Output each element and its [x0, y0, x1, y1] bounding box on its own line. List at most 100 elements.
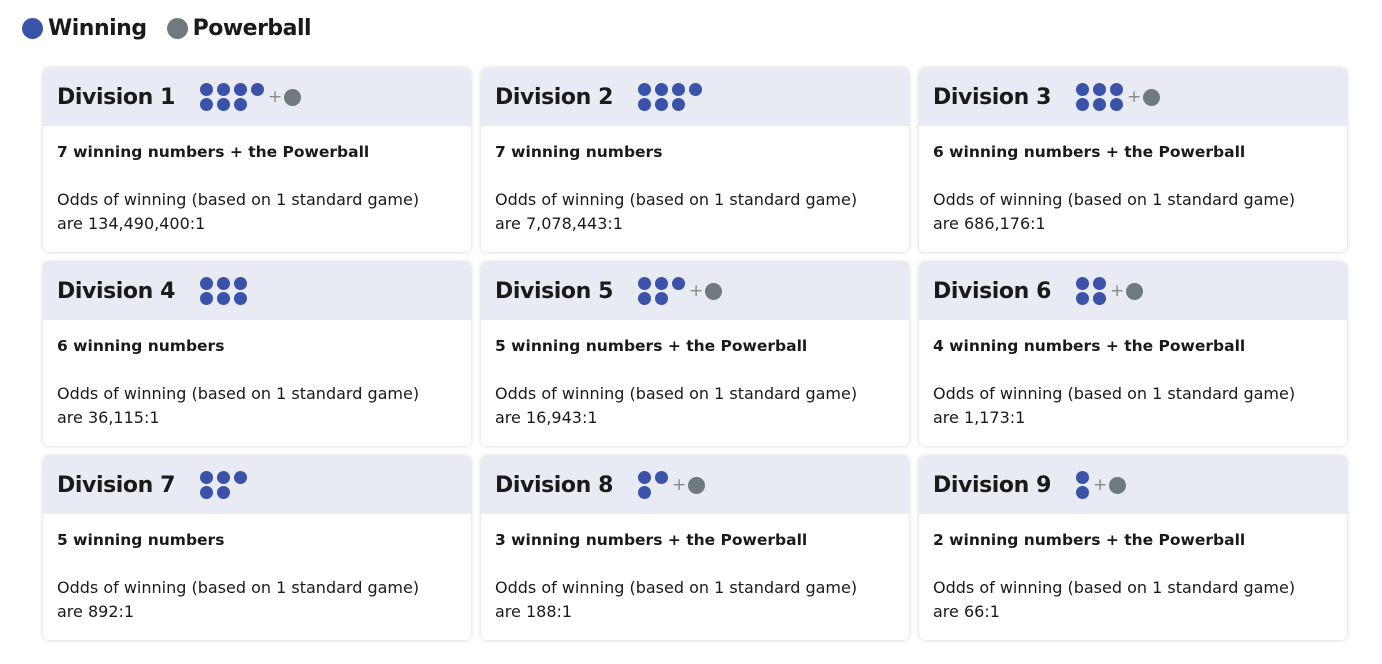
card-body: 7 winning numbers Odds of winning (based …: [481, 126, 909, 236]
ball-group: [200, 277, 247, 305]
plus-sign: +: [268, 87, 283, 107]
winning-ball: [1076, 98, 1089, 111]
winning-ball: [1076, 292, 1089, 305]
winning-ball: [1093, 292, 1106, 305]
winning-ball: [200, 486, 213, 499]
winning-ball: [217, 98, 230, 111]
card-body: 7 winning numbers + the Powerball Odds of…: [43, 126, 471, 236]
winning-ball: [200, 471, 213, 484]
odds-value: are 66:1: [933, 602, 1000, 621]
division-card: Division 5 +5 winning numbers + the Power…: [481, 262, 909, 446]
plus-sign: +: [672, 475, 687, 495]
odds-value: are 188:1: [495, 602, 573, 621]
winning-ball: [1093, 83, 1106, 96]
division-card: Division 8 +3 winning numbers + the Power…: [481, 456, 909, 640]
winning-ball: [234, 98, 247, 111]
division-title: Division 8: [495, 472, 614, 498]
description: 2 winning numbers + the Powerball: [933, 531, 1246, 549]
ball-row: [1076, 292, 1106, 305]
ball-row: [638, 98, 702, 111]
division-title: Division 6: [933, 278, 1052, 304]
division-title: Division 2: [495, 84, 614, 110]
winning-ball: [234, 471, 247, 484]
winning-balls: [638, 471, 668, 499]
winning-ball: [217, 486, 230, 499]
winning-ball: [200, 277, 213, 290]
odds-value: are 36,115:1: [57, 408, 160, 427]
card-body: 6 winning numbers + the Powerball Odds of…: [919, 126, 1347, 236]
powerball-ball: [1109, 476, 1127, 494]
ball-row: [1076, 486, 1089, 499]
ball-group: +: [1076, 83, 1161, 111]
legend-label: Winning: [48, 16, 147, 41]
odds-label: Odds of winning (based on 1 standard gam…: [933, 578, 1296, 597]
card-header: Division 4: [43, 262, 471, 320]
card-header: Division 3 +: [919, 68, 1347, 126]
winning-ball: [217, 292, 230, 305]
winning-ball: [672, 277, 685, 290]
winning-ball: [638, 486, 651, 499]
card-header: Division 7: [43, 456, 471, 514]
division-card: Division 2 7 winning numbers Odds of winni…: [481, 68, 909, 252]
division-card: Division 3 +6 winning numbers + the Power…: [919, 68, 1347, 252]
winning-ball: [655, 98, 668, 111]
card-header: Division 8 +: [481, 456, 909, 514]
winning-balls: [638, 277, 685, 305]
winning-ball: [638, 98, 651, 111]
winning-ball: [1110, 83, 1123, 96]
card-body: 6 winning numbers Odds of winning (based …: [43, 320, 471, 430]
winning-balls: [1076, 277, 1106, 305]
powerball-ball: [1126, 282, 1144, 300]
winning-ball: [672, 83, 685, 96]
card-header: Division 2: [481, 68, 909, 126]
winning-balls: [200, 471, 247, 499]
description: 7 winning numbers + the Powerball: [57, 143, 370, 161]
powerball-ball: [688, 476, 706, 494]
ball-row: [1076, 471, 1089, 484]
odds-label: Odds of winning (based on 1 standard gam…: [495, 578, 858, 597]
card-header: Division 5 +: [481, 262, 909, 320]
ball-row: [1076, 83, 1123, 96]
ball-row: [200, 292, 247, 305]
winning-ball: [1093, 277, 1106, 290]
winning-ball: [1076, 486, 1089, 499]
odds-label: Odds of winning (based on 1 standard gam…: [57, 578, 420, 597]
division-title: Division 7: [57, 472, 176, 498]
ball-group: +: [638, 471, 706, 499]
description: 3 winning numbers + the Powerball: [495, 531, 808, 549]
winning-ball: [655, 471, 668, 484]
winning-ball: [1076, 471, 1089, 484]
division-card: Division 1 +7 winning numbers + the Power…: [43, 68, 471, 252]
legend-swatch: [22, 18, 43, 39]
odds-label: Odds of winning (based on 1 standard gam…: [57, 384, 420, 403]
winning-ball: [1076, 83, 1089, 96]
winning-ball: [1110, 98, 1123, 111]
division-grid: Division 1 +7 winning numbers + the Power…: [43, 68, 1347, 640]
description: 7 winning numbers: [495, 143, 663, 161]
ball-row: [1076, 277, 1106, 290]
winning-balls: [1076, 83, 1123, 111]
ball-group: +: [1076, 277, 1144, 305]
winning-ball: [217, 471, 230, 484]
odds-label: Odds of winning (based on 1 standard gam…: [933, 190, 1296, 209]
winning-ball: [251, 83, 264, 96]
odds-label: Odds of winning (based on 1 standard gam…: [57, 190, 420, 209]
ball-row: [638, 292, 685, 305]
division-card: Division 7 5 winning numbers Odds of winni…: [43, 456, 471, 640]
winning-ball: [200, 98, 213, 111]
description: 5 winning numbers + the Powerball: [495, 337, 808, 355]
description: 4 winning numbers + the Powerball: [933, 337, 1246, 355]
winning-balls: [1076, 471, 1089, 499]
division-title: Division 3: [933, 84, 1052, 110]
odds-value: are 134,490,400:1: [57, 214, 206, 233]
ball-row: [638, 83, 702, 96]
card-body: 5 winning numbers + the Powerball Odds of…: [481, 320, 909, 430]
plus-sign: +: [1110, 281, 1125, 301]
card-header: Division 1 +: [43, 68, 471, 126]
winning-ball: [1093, 98, 1106, 111]
ball-row: [638, 471, 668, 484]
odds-value: are 686,176:1: [933, 214, 1046, 233]
odds-label: Odds of winning (based on 1 standard gam…: [933, 384, 1296, 403]
ball-group: +: [638, 277, 723, 305]
plus-sign: +: [1093, 475, 1108, 495]
